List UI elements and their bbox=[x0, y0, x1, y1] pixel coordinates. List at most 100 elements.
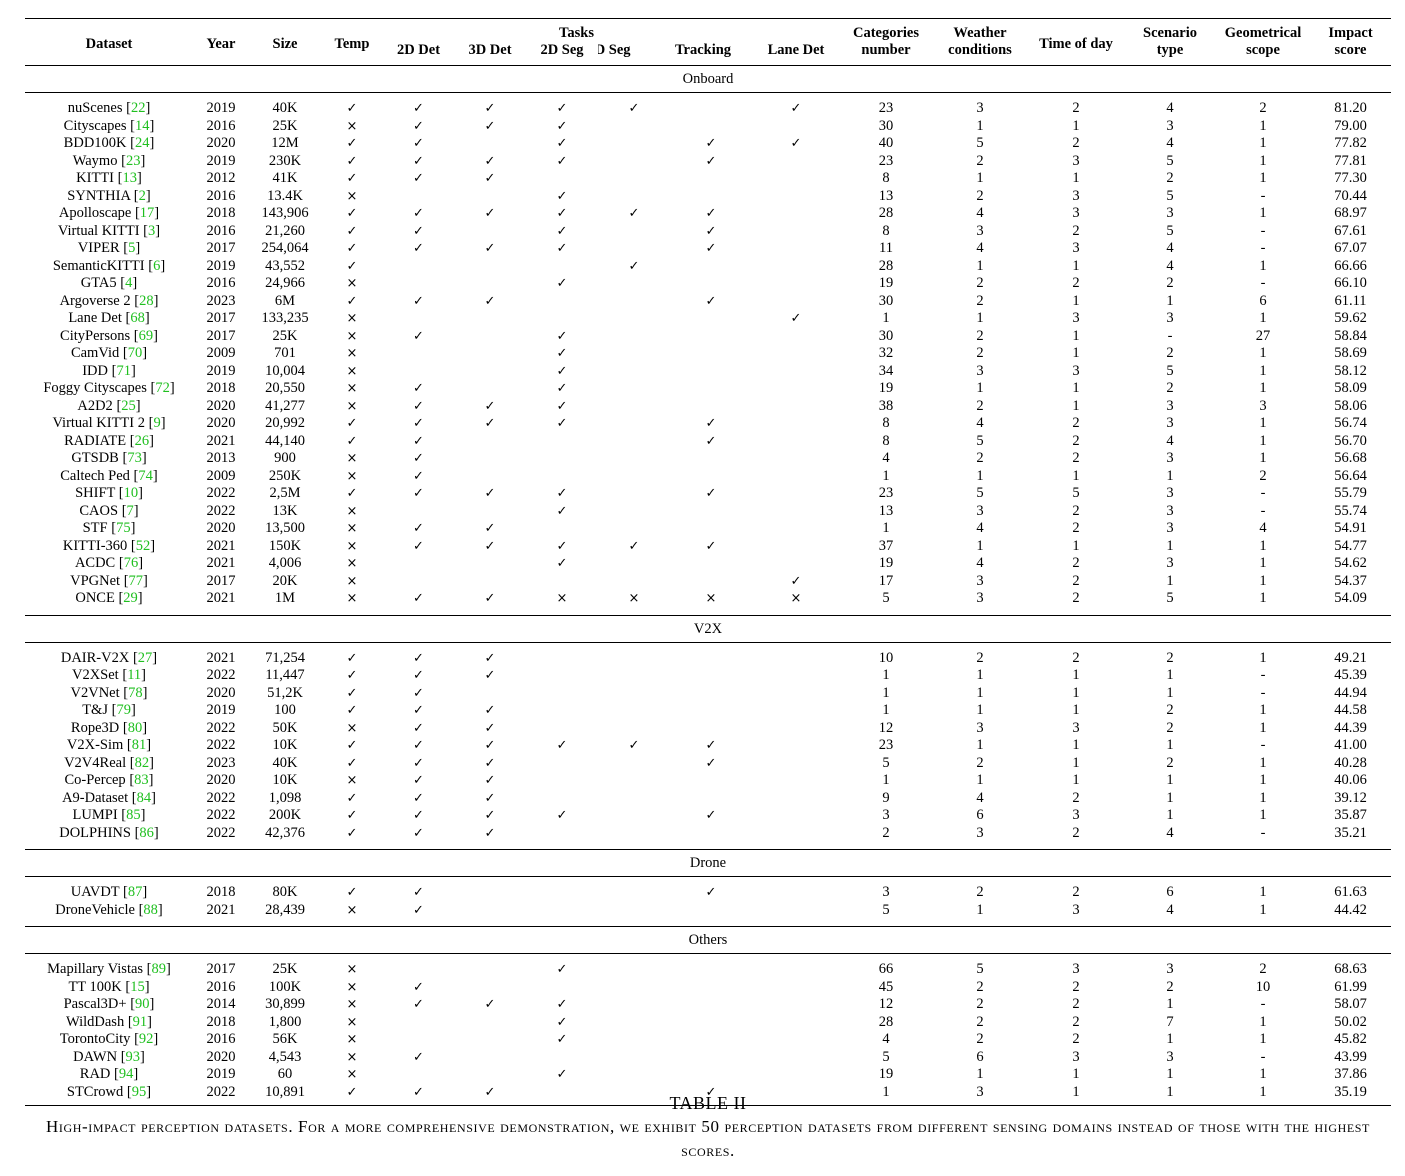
citation-link[interactable]: 3 bbox=[148, 222, 156, 239]
size-cell: 10,891 bbox=[265, 1083, 305, 1100]
citation-link[interactable]: 5 bbox=[128, 240, 136, 256]
citation-link[interactable]: 87 bbox=[127, 884, 143, 900]
time-of-day-cell: 3 bbox=[1072, 901, 1080, 918]
citation-link[interactable]: 76 bbox=[123, 555, 139, 571]
citation-link[interactable]: 68 bbox=[130, 310, 145, 326]
citation-link[interactable]: 69 bbox=[138, 327, 154, 344]
table-row: Co-Percep [83] 2020 10K × ✓ ✓ 1 1 1 1 1 40.06 bbox=[25, 772, 1391, 790]
citation-link[interactable]: 91 bbox=[132, 1013, 148, 1030]
citation-link[interactable]: 85 bbox=[126, 807, 141, 823]
geo-scope-cell: - bbox=[1260, 502, 1266, 519]
citation-link[interactable]: 79 bbox=[116, 702, 131, 718]
citation-link[interactable]: 82 bbox=[134, 754, 150, 771]
citation-link[interactable]: 6 bbox=[153, 257, 161, 274]
time-of-day-cell: 2 bbox=[1072, 135, 1080, 151]
citation-link[interactable]: 24 bbox=[134, 135, 150, 151]
year-cell: 2020 bbox=[206, 684, 236, 701]
citation-link[interactable]: 70 bbox=[127, 345, 143, 361]
3d-seg-cell bbox=[598, 345, 670, 363]
impact-cell: 41.00 bbox=[1334, 737, 1367, 753]
geo-scope-cell: - bbox=[1260, 187, 1266, 204]
citation-link[interactable]: 10 bbox=[123, 485, 139, 501]
size-cell: 1M bbox=[274, 590, 296, 606]
2d-det-cell: ✓ bbox=[413, 328, 424, 344]
citation-link[interactable]: 83 bbox=[134, 772, 149, 788]
temp-cell: ✓ bbox=[346, 101, 358, 116]
3d-seg-cell bbox=[598, 1014, 670, 1032]
citation-link[interactable]: 11 bbox=[127, 667, 142, 683]
citation-link[interactable]: 95 bbox=[131, 1083, 147, 1100]
tracking-cell bbox=[670, 772, 752, 790]
citation-link[interactable]: 77 bbox=[128, 572, 144, 589]
citation-link[interactable]: 80 bbox=[127, 719, 143, 736]
citation-link[interactable]: 25 bbox=[121, 397, 136, 414]
citation-link[interactable]: 86 bbox=[139, 824, 154, 841]
citation-link[interactable]: 13 bbox=[122, 170, 137, 186]
2d-seg-cell bbox=[526, 702, 598, 720]
tracking-cell: ✓ bbox=[705, 1084, 717, 1100]
dataset-name: ONCE bbox=[75, 590, 115, 606]
scenario-cell: 1 bbox=[1166, 772, 1174, 788]
citation-link[interactable]: 22 bbox=[130, 100, 146, 116]
citation-link[interactable]: 90 bbox=[135, 996, 150, 1012]
citation-link[interactable]: 74 bbox=[138, 467, 153, 484]
2d-det-cell: ✓ bbox=[413, 703, 424, 718]
scenario-cell: 5 bbox=[1166, 590, 1174, 606]
citation-link[interactable]: 17 bbox=[139, 205, 155, 221]
citation-link[interactable]: 78 bbox=[128, 684, 143, 701]
citation-link[interactable]: 7 bbox=[126, 502, 134, 519]
citation-link[interactable]: 14 bbox=[134, 117, 150, 134]
table-row: Cityscapes [14] 2016 25K × ✓ ✓ ✓ 30 1 1 3 1 79.00 bbox=[25, 118, 1391, 136]
citation-link[interactable]: 84 bbox=[136, 789, 152, 806]
citation-link[interactable]: 26 bbox=[134, 432, 150, 449]
size-cell: 254,064 bbox=[261, 240, 309, 256]
3d-det-cell bbox=[454, 433, 526, 451]
citation-link[interactable]: 29 bbox=[123, 590, 138, 606]
dataset-cell: SYNTHIA [2] bbox=[67, 187, 151, 204]
citation-link[interactable]: 75 bbox=[116, 520, 131, 536]
citation-link[interactable]: 72 bbox=[155, 380, 170, 396]
impact-cell: 81.20 bbox=[1334, 100, 1367, 116]
citation-link[interactable]: 27 bbox=[137, 649, 153, 666]
citation-link[interactable]: 94 bbox=[118, 1066, 134, 1082]
2d-seg-cell: ✓ bbox=[556, 808, 568, 823]
citation-link[interactable]: 28 bbox=[139, 292, 154, 309]
lane-det-cell bbox=[752, 961, 840, 979]
3d-det-cell bbox=[454, 450, 526, 468]
citation-link[interactable]: 23 bbox=[125, 152, 141, 169]
citation-link[interactable]: 81 bbox=[131, 737, 147, 753]
citation-link[interactable]: 71 bbox=[116, 362, 131, 379]
tracking-cell: ✓ bbox=[705, 738, 717, 753]
2d-det-cell bbox=[383, 275, 454, 293]
geo-scope-cell: - bbox=[1260, 996, 1266, 1012]
header-categories-line1: Categories bbox=[852, 25, 920, 41]
2d-seg-cell bbox=[526, 258, 598, 276]
citation-link[interactable]: 88 bbox=[143, 901, 158, 918]
dataset-cell: Caltech Ped [74] bbox=[60, 467, 158, 484]
citation-link[interactable]: 92 bbox=[138, 1031, 154, 1047]
citation-link[interactable]: 2 bbox=[138, 187, 146, 204]
citation-link[interactable]: 73 bbox=[127, 450, 142, 466]
size-cell: 200K bbox=[268, 807, 302, 823]
categories-cell: 28 bbox=[878, 205, 894, 221]
time-of-day-cell: 2 bbox=[1072, 789, 1080, 806]
scenario-cell: 3 bbox=[1166, 205, 1174, 221]
rule-cell bbox=[25, 842, 1391, 850]
citation-link[interactable]: 9 bbox=[153, 415, 161, 431]
time-of-day-cell: 3 bbox=[1072, 807, 1080, 823]
tracking-cell bbox=[670, 720, 752, 738]
citation-link[interactable]: 93 bbox=[125, 1048, 141, 1065]
dataset-cell: Mapillary Vistas [89] bbox=[47, 961, 171, 977]
citation-link[interactable]: 89 bbox=[151, 961, 167, 977]
citation-link[interactable]: 15 bbox=[130, 978, 145, 995]
citation-link[interactable]: 52 bbox=[135, 537, 151, 554]
weather-cell: 2 bbox=[976, 292, 984, 309]
dataset-name: WildDash bbox=[65, 1013, 125, 1030]
categories-cell: 12 bbox=[878, 719, 894, 736]
size-cell: 100 bbox=[274, 702, 296, 718]
3d-det-cell: ✓ bbox=[484, 825, 496, 841]
size-cell: 100K bbox=[268, 978, 302, 995]
dataset-cell: SHIFT [10] bbox=[75, 485, 143, 501]
weather-cell: 3 bbox=[976, 222, 984, 239]
citation-link[interactable]: 4 bbox=[125, 275, 133, 291]
